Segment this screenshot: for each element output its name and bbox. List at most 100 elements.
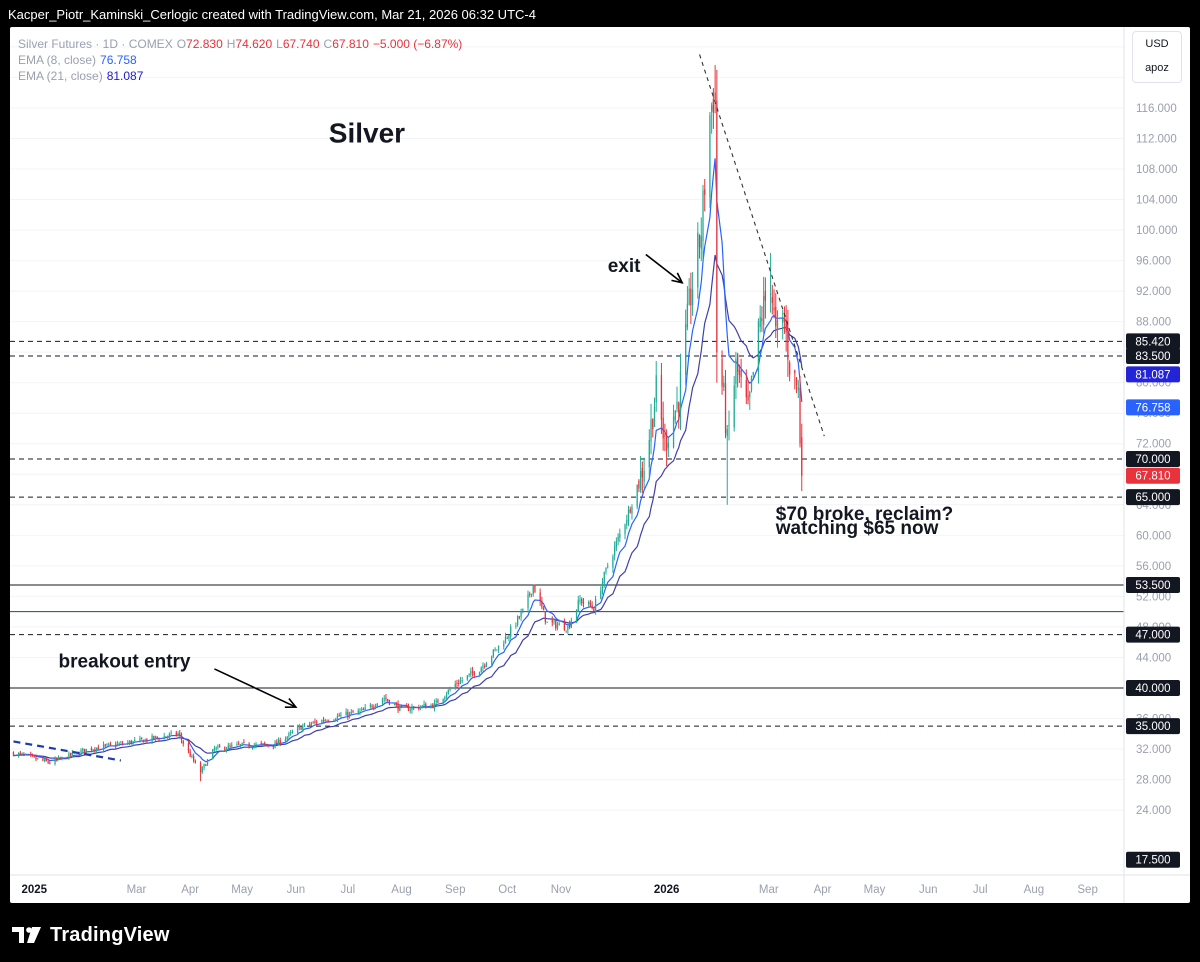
candle xyxy=(47,760,49,765)
candle-body xyxy=(92,749,94,751)
candle xyxy=(667,437,670,457)
candle-body xyxy=(588,601,590,605)
candle xyxy=(291,729,294,734)
arrow-head xyxy=(671,272,684,284)
candle-body xyxy=(104,744,106,746)
candle-body xyxy=(276,741,278,744)
candle xyxy=(735,351,737,399)
candle xyxy=(690,272,692,325)
ema21-label[interactable]: EMA (21, close) xyxy=(18,69,103,83)
candle xyxy=(381,697,384,706)
candle-body xyxy=(71,752,74,755)
candle-body xyxy=(581,599,583,604)
candle xyxy=(61,756,63,761)
candle xyxy=(445,691,448,701)
candle-body xyxy=(686,303,689,328)
candle xyxy=(799,375,801,448)
candle xyxy=(456,679,458,688)
candle xyxy=(376,703,378,708)
candle-body xyxy=(30,753,32,756)
candle-body xyxy=(655,375,657,403)
candle xyxy=(255,741,257,749)
candle xyxy=(217,744,219,750)
candle xyxy=(411,703,413,714)
candle xyxy=(712,88,715,129)
annotation-arrow xyxy=(645,253,684,284)
candle-body xyxy=(54,758,56,764)
candle xyxy=(277,737,280,746)
candle-body xyxy=(168,733,171,736)
candle xyxy=(750,375,753,393)
candle xyxy=(527,590,529,613)
candle-body xyxy=(447,689,449,694)
candle-body xyxy=(381,699,384,704)
candle xyxy=(400,704,403,709)
candle-body xyxy=(82,748,84,751)
currency-label[interactable]: USD xyxy=(1145,38,1169,50)
candle-body xyxy=(504,636,507,644)
symbol-name[interactable]: Silver Futures · 1D · COMEX xyxy=(18,37,173,51)
candle xyxy=(182,739,184,747)
candle-body xyxy=(241,742,243,746)
candle-body xyxy=(24,753,27,755)
price-chart[interactable]: Silver exit breakout entry $70 broke, recla… xyxy=(10,27,1190,903)
ohlc-close: C67.810 xyxy=(324,36,369,52)
price-level-tag-label: 17.500 xyxy=(1135,855,1170,867)
candle-body xyxy=(638,480,640,489)
series-price-tag-label: 67.810 xyxy=(1135,471,1170,483)
candle-body xyxy=(546,621,548,623)
candle-body xyxy=(516,616,519,625)
footer-branding: TradingView xyxy=(12,918,170,952)
candle-body xyxy=(167,736,169,738)
candle xyxy=(551,616,553,627)
price-tick-label: 88.000 xyxy=(1136,317,1171,329)
candle-body xyxy=(68,753,70,760)
candle xyxy=(449,686,451,692)
candle-body xyxy=(139,738,141,741)
candle xyxy=(104,743,106,748)
candle xyxy=(473,670,475,679)
candle xyxy=(260,740,262,746)
scale-mode-label[interactable]: apoz xyxy=(1145,62,1169,74)
candle-body xyxy=(255,743,257,746)
currency-unit-button[interactable]: USD apoz xyxy=(1132,31,1182,83)
candle xyxy=(788,360,791,382)
candle-body xyxy=(217,746,219,748)
candle xyxy=(347,709,349,720)
candle-body xyxy=(783,319,786,322)
chart-panel[interactable]: Silver exit breakout entry $70 broke, recla… xyxy=(10,27,1190,903)
candle-body xyxy=(496,649,498,651)
candle xyxy=(433,699,436,712)
candle-body xyxy=(326,721,328,723)
candle xyxy=(92,748,94,753)
candle-body xyxy=(577,600,579,611)
time-tick-label: Mar xyxy=(127,884,147,896)
candle xyxy=(284,736,287,745)
price-tick-label: 72.000 xyxy=(1136,439,1171,451)
candle xyxy=(189,749,191,758)
candle-body xyxy=(454,683,456,689)
candle-body xyxy=(636,484,638,507)
candle-body xyxy=(189,751,191,757)
candle xyxy=(108,742,110,746)
candle-body xyxy=(478,671,481,676)
candle-body xyxy=(33,756,35,758)
candle xyxy=(80,748,82,756)
candle xyxy=(444,695,446,702)
candle-body xyxy=(399,705,401,712)
candle-body xyxy=(395,704,397,706)
candle xyxy=(638,479,640,493)
series-price-tag xyxy=(1126,467,1180,484)
candle-body xyxy=(291,731,294,733)
candle xyxy=(563,618,566,632)
series-price-tag-label: 76.758 xyxy=(1135,402,1170,414)
candle-body xyxy=(626,519,628,525)
candle xyxy=(641,461,644,494)
candle-body xyxy=(192,756,195,762)
candle xyxy=(716,69,718,383)
candle xyxy=(494,647,496,652)
candle xyxy=(629,506,631,514)
candle xyxy=(290,729,292,736)
candle xyxy=(508,634,510,642)
ema8-label[interactable]: EMA (8, close) xyxy=(18,53,97,67)
